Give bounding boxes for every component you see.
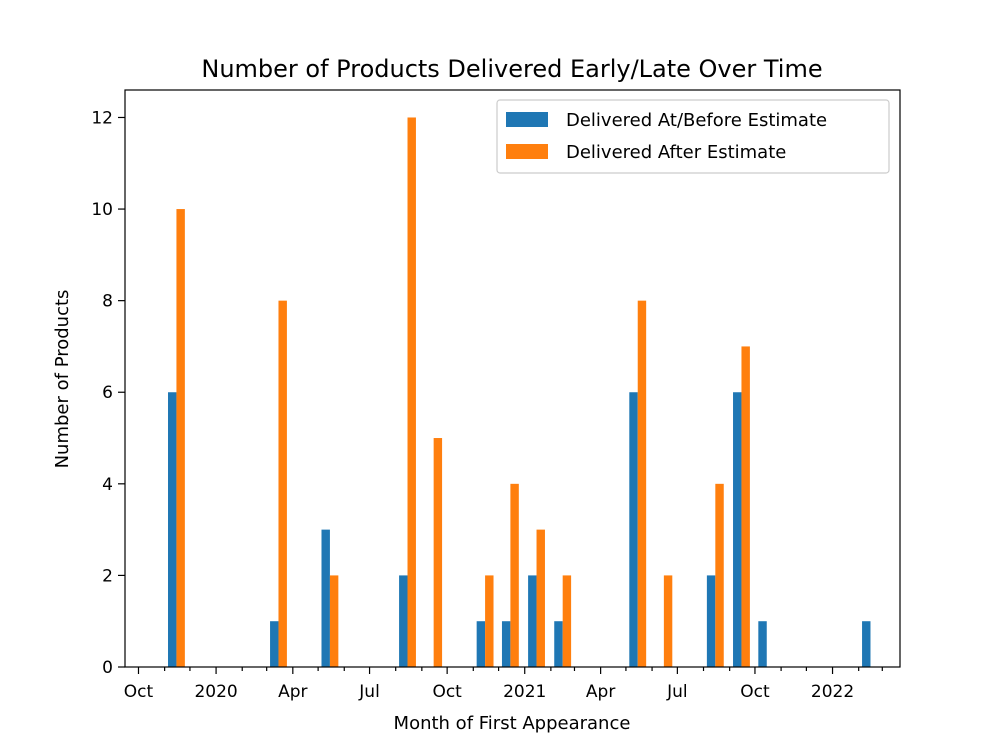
x-axis-title: Month of First Appearance: [394, 713, 631, 734]
bar-series-1-2020-11: [476, 621, 486, 667]
bar-series-1-2021-01: [528, 575, 537, 667]
bar-series-2-2020-09: [433, 438, 443, 667]
bar-series-1-2020-12: [501, 621, 511, 667]
legend-swatch-series-2: [506, 144, 548, 159]
bar-series-2-2021-09: [741, 346, 750, 667]
bar-series-1-2021-02: [554, 621, 563, 667]
x-tick-label: Oct: [124, 682, 154, 702]
y-tick-label: 8: [102, 292, 113, 312]
legend-swatch-series-1: [506, 112, 548, 127]
bar-series-1-2021-05: [629, 392, 638, 667]
bar-series-2-2021-02: [562, 575, 572, 667]
y-tick-label: 10: [91, 200, 113, 220]
x-tick-label: Apr: [278, 682, 307, 702]
bar-series-2-2020-08: [407, 117, 416, 668]
y-tick-label: 4: [102, 475, 113, 495]
bar-series-1-2022-02: [862, 621, 871, 667]
y-axis-title: Number of Products: [52, 290, 73, 469]
y-tick-label: 6: [102, 383, 113, 403]
y-tick-label: 0: [102, 658, 113, 678]
y-axis: 0 2 4 6 8 10 12: [91, 108, 125, 678]
bar-series-2-2021-06: [663, 575, 673, 667]
bar-series-1-2020-08: [399, 575, 408, 667]
bar-series-1-2021-10: [758, 621, 767, 667]
x-tick-label: Apr: [586, 682, 615, 702]
bar-series-1-2021-09: [733, 392, 742, 667]
bars: [168, 117, 871, 668]
legend-label-series-1: Delivered At/Before Estimate: [566, 110, 827, 131]
bar-series-2-2020-03: [278, 300, 287, 667]
bar-series-1-2021-08: [706, 575, 716, 667]
y-tick-label: 2: [102, 566, 113, 586]
bar-series-2-2020-05: [329, 575, 339, 667]
x-tick-label: 2020: [194, 682, 237, 702]
x-tick-label: Jul: [666, 682, 688, 702]
legend-frame: [496, 99, 890, 174]
bar-series-1-2019-11: [168, 392, 177, 667]
legend: Delivered At/Before Estimate Delivered A…: [496, 99, 890, 174]
bar-series-1-2020-03: [270, 621, 279, 667]
plot-frame: [124, 89, 901, 668]
x-tick-label: 2022: [811, 682, 854, 702]
bar-series-2-2021-05: [637, 300, 647, 667]
bar-series-2-2021-08: [715, 483, 724, 667]
legend-label-series-2: Delivered After Estimate: [566, 142, 786, 163]
x-tick-label: Jul: [358, 682, 380, 702]
bar-series-2-2020-11: [485, 575, 494, 667]
x-tick-label: Oct: [432, 682, 462, 702]
chart-title: Number of Products Delivered Early/Late …: [201, 55, 822, 83]
bar-series-2-2019-11: [176, 209, 185, 667]
bar-series-2-2020-12: [510, 483, 519, 667]
x-axis: Oct 2020 Apr Jul Oct 2021 Apr Jul Oct 2022: [124, 667, 883, 702]
bar-series-1-2020-05: [321, 529, 330, 667]
x-tick-label: Oct: [740, 682, 770, 702]
x-tick-label: 2021: [503, 682, 546, 702]
y-tick-label: 12: [91, 108, 113, 128]
bar-series-2-2021-01: [536, 529, 545, 667]
